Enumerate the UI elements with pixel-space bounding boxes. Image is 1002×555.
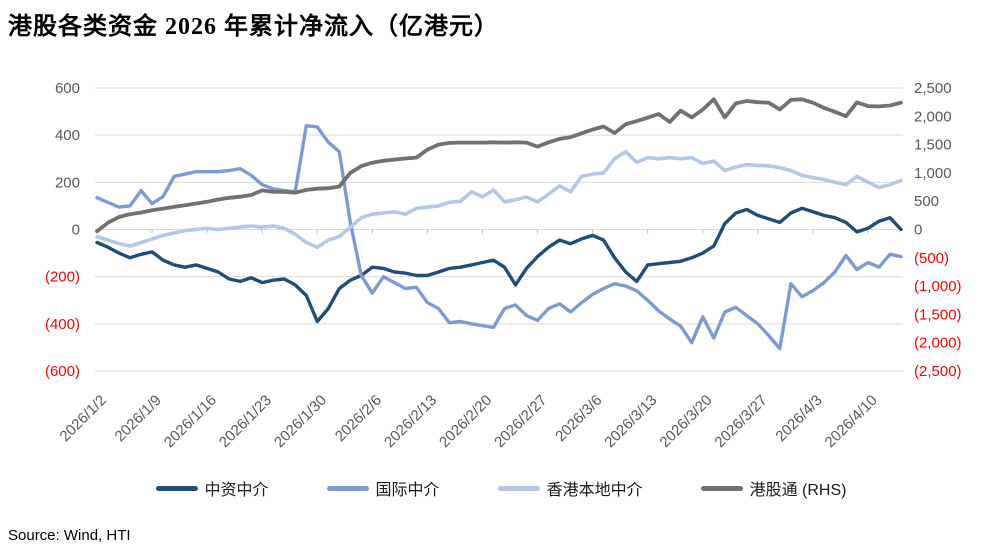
legend-label-ganggutong: 港股通 (RHS) — [749, 482, 847, 499]
x-axis-label: 2026/1/2 — [57, 392, 110, 445]
y-axis-label-right: 1,000 — [914, 165, 952, 182]
x-axis-label: 2026/1/9 — [112, 392, 165, 445]
y-axis-label-right: (1,500) — [914, 306, 962, 323]
y-axis-label-left: 400 — [55, 127, 80, 144]
y-axis-label-right: 1,500 — [914, 137, 952, 154]
x-axis-label: 2026/1/16 — [161, 392, 220, 451]
y-axis-label-right: 0 — [914, 222, 922, 239]
series-line-zhongzi — [95, 206, 903, 324]
chart-canvas: 600 400 200 0 (200) (400) (600) 2,500 2,000 1,500… — [45, 80, 962, 451]
x-axis-label: 2026/4/3 — [772, 392, 825, 445]
chart-title: 港股各类资金 2026 年累计净流入（亿港元） — [8, 14, 499, 40]
legend-swatch-zhongzi — [155, 485, 198, 491]
legend-item-zhongzi: 中资中介 — [155, 476, 269, 500]
series-line-guoji — [95, 123, 903, 351]
series-line-ganggutong — [95, 97, 903, 234]
legend-label-zhongzi: 中资中介 — [204, 482, 269, 499]
legend-swatch-guoji — [326, 485, 369, 491]
chart-legend: 中资中介 国际中介 香港本地中介 港股通 (RHS) — [0, 476, 1002, 500]
y-axis-label-right: 2,000 — [914, 108, 952, 125]
x-axis-label: 2026/1/23 — [216, 392, 275, 451]
y-axis-label-right: 2,500 — [914, 80, 952, 97]
x-axis-label: 2026/1/30 — [271, 392, 330, 451]
x-axis-label: 2026/3/13 — [601, 392, 660, 451]
x-axis-label: 2026/4/10 — [822, 392, 881, 451]
x-axis-label: 2026/2/27 — [491, 392, 550, 451]
x-axis-label: 2026/2/20 — [436, 392, 495, 451]
legend-item-guoji: 国际中介 — [326, 476, 440, 500]
legend-label-guoji: 国际中介 — [375, 482, 440, 499]
y-axis-label-right: (2,000) — [914, 335, 962, 352]
y-axis-label-left: (200) — [45, 269, 80, 286]
chart-area: 600 400 200 0 (200) (400) (600) 2,500 2,000 1,500… — [45, 80, 962, 451]
legend-item-xianggang: 香港本地中介 — [497, 476, 643, 500]
x-axis-label: 2026/3/27 — [711, 392, 770, 451]
x-axis-label: 2026/3/20 — [656, 392, 715, 451]
y-axis-label-right: (500) — [914, 250, 949, 267]
y-axis-label-left: (400) — [45, 316, 80, 333]
source-note: Source: Wind, HTI — [8, 527, 131, 544]
series-line-xianggang — [95, 149, 903, 249]
y-axis-label-left: 0 — [72, 222, 80, 239]
legend-label-xianggang: 香港本地中介 — [546, 482, 643, 499]
y-axis-label-left: 600 — [55, 80, 80, 97]
y-axis-label-right: (2,500) — [914, 363, 962, 380]
y-axis-label-left: 200 — [55, 174, 80, 191]
y-axis-label-left: (600) — [45, 363, 80, 380]
legend-swatch-xianggang — [497, 485, 540, 491]
legend-swatch-ganggutong — [700, 485, 743, 491]
x-axis-label: 2026/3/6 — [552, 392, 605, 445]
y-axis-label-right: (1,000) — [914, 278, 962, 295]
legend-item-ganggutong: 港股通 (RHS) — [700, 476, 847, 500]
y-axis-label-right: 500 — [914, 193, 939, 210]
x-axis-label: 2026/2/6 — [332, 392, 385, 445]
x-axis-label: 2026/2/13 — [381, 392, 440, 451]
